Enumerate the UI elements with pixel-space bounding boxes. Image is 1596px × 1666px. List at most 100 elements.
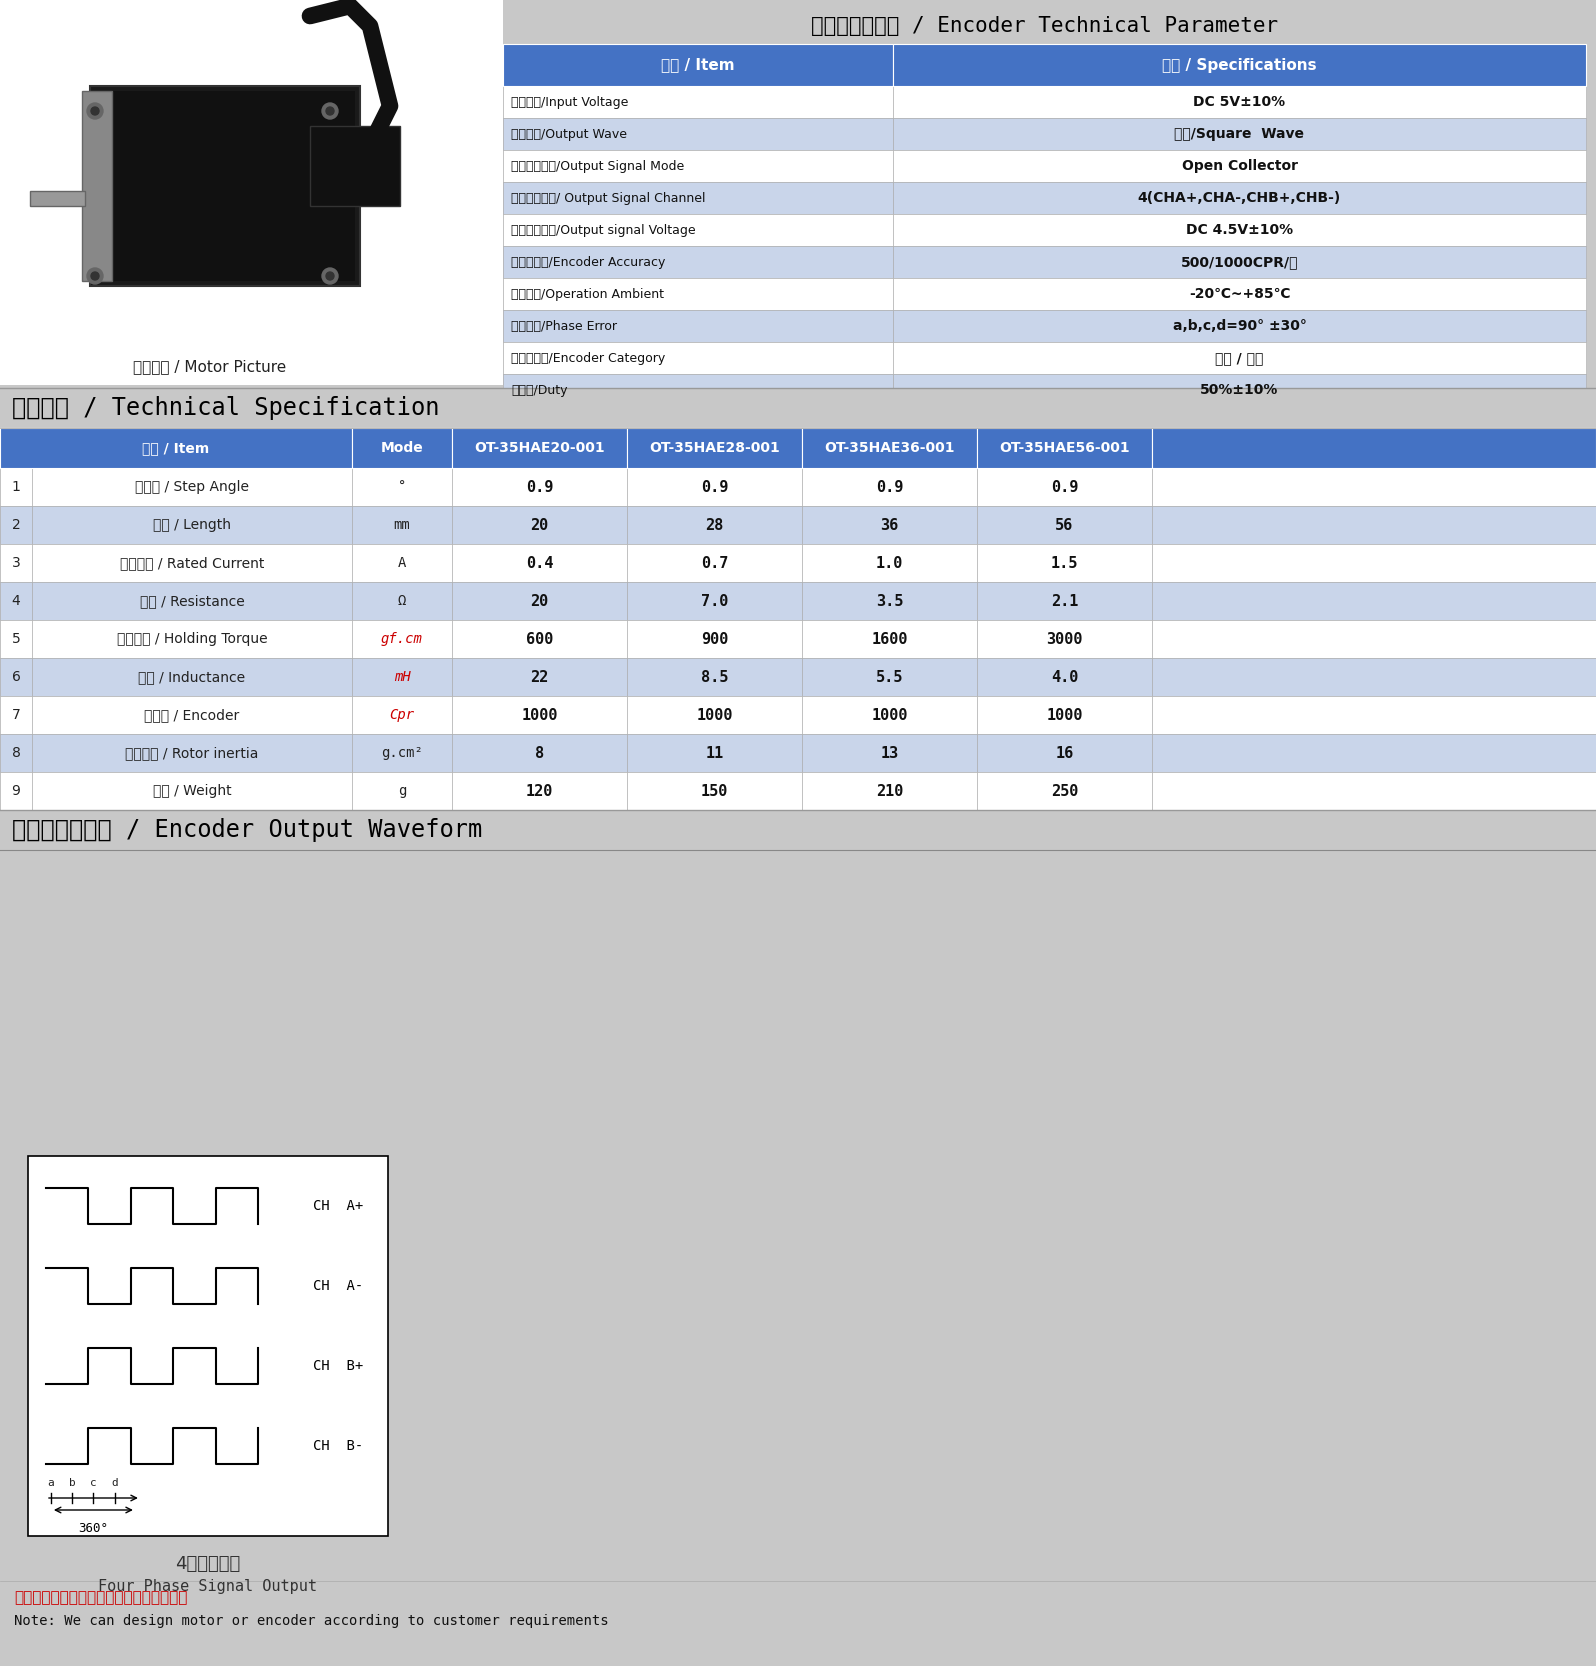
Text: 编码器类别/Encoder Category: 编码器类别/Encoder Category (511, 352, 666, 365)
Bar (977, 735, 1152, 771)
Text: 1000: 1000 (696, 708, 733, 723)
Text: 1000: 1000 (871, 708, 908, 723)
Bar (894, 342, 1586, 373)
Bar (503, 342, 894, 373)
Text: Cpr: Cpr (389, 708, 415, 721)
Text: 注：可根据客户需求进行定制马达或编码器: 注：可根据客户需求进行定制马达或编码器 (14, 1591, 187, 1606)
Bar (310, 127, 401, 207)
Circle shape (88, 103, 104, 118)
Bar (1152, 771, 1596, 810)
Text: 120: 120 (525, 783, 554, 798)
Text: 编码器 / Encoder: 编码器 / Encoder (144, 708, 239, 721)
Bar (353, 545, 452, 581)
Bar (0, 771, 32, 810)
Text: 1600: 1600 (871, 631, 908, 646)
Text: 步距角 / Step Angle: 步距角 / Step Angle (136, 480, 249, 495)
Text: DC 4.5V±10%: DC 4.5V±10% (1186, 223, 1293, 237)
Text: 1.5: 1.5 (1050, 555, 1079, 570)
Text: 电阻 / Resistance: 电阻 / Resistance (139, 595, 244, 608)
Text: 相位误差/Phase Error: 相位误差/Phase Error (511, 320, 618, 333)
Bar (977, 506, 1152, 545)
Bar (1152, 658, 1596, 696)
Text: DC 5V±10%: DC 5V±10% (1194, 95, 1285, 108)
Bar (1152, 545, 1596, 581)
Text: 占空比/Duty: 占空比/Duty (511, 383, 568, 397)
Text: 6: 6 (11, 670, 21, 685)
Text: 技术规格 / Technical Specification: 技术规格 / Technical Specification (13, 397, 439, 420)
Bar (627, 658, 803, 696)
Bar (353, 428, 452, 468)
Bar (452, 506, 627, 545)
Bar (803, 545, 977, 581)
Text: mH: mH (394, 670, 410, 685)
Bar (503, 0, 1596, 385)
Text: 转动惯量 / Rotor inertia: 转动惯量 / Rotor inertia (126, 746, 259, 760)
Bar (503, 87, 894, 118)
Text: 4相信号输出: 4相信号输出 (176, 1554, 241, 1573)
Bar (627, 506, 803, 545)
Bar (32, 658, 353, 696)
Text: °: ° (397, 480, 407, 495)
Text: CH  B-: CH B- (313, 1439, 364, 1453)
Text: OT-35HAE28-001: OT-35HAE28-001 (650, 441, 780, 455)
Text: 9: 9 (11, 785, 21, 798)
Bar (803, 428, 977, 468)
Text: c: c (89, 1478, 97, 1488)
Bar (0, 620, 32, 658)
Text: -20℃~+85℃: -20℃~+85℃ (1189, 287, 1290, 302)
Text: d: d (112, 1478, 118, 1488)
Bar (977, 581, 1152, 620)
Bar (1152, 506, 1596, 545)
Circle shape (322, 103, 338, 118)
Text: gf.cm: gf.cm (381, 631, 423, 646)
Bar (32, 696, 353, 735)
Bar (977, 620, 1152, 658)
Text: 输出信号方式/Output Signal Mode: 输出信号方式/Output Signal Mode (511, 160, 685, 173)
Text: 项目 / Item: 项目 / Item (661, 58, 734, 73)
Bar (0, 545, 32, 581)
Text: 8.5: 8.5 (701, 670, 728, 685)
Bar (627, 468, 803, 506)
Bar (353, 771, 452, 810)
Bar (627, 735, 803, 771)
Text: 600: 600 (525, 631, 554, 646)
Bar (894, 43, 1586, 87)
Bar (803, 506, 977, 545)
Bar (0, 0, 503, 385)
Text: 3: 3 (11, 556, 21, 570)
Text: 3.5: 3.5 (876, 593, 903, 608)
Bar (977, 468, 1152, 506)
Bar (452, 620, 627, 658)
Bar (32, 581, 353, 620)
Text: 编码器精度/Encoder Accuracy: 编码器精度/Encoder Accuracy (511, 255, 666, 268)
Text: 输出信号相数/ Output Signal Channel: 输出信号相数/ Output Signal Channel (511, 192, 705, 205)
Bar (32, 620, 353, 658)
Bar (353, 620, 452, 658)
Bar (627, 771, 803, 810)
Bar (503, 150, 894, 182)
Text: 0.7: 0.7 (701, 555, 728, 570)
Bar (894, 87, 1586, 118)
Bar (977, 658, 1152, 696)
Bar (96, 92, 354, 282)
Text: g: g (397, 785, 407, 798)
Bar (803, 658, 977, 696)
Text: 方波/Square  Wave: 方波/Square Wave (1175, 127, 1304, 142)
Text: 8: 8 (11, 746, 21, 760)
Text: 8: 8 (535, 745, 544, 760)
Text: 3000: 3000 (1047, 631, 1082, 646)
Bar (977, 696, 1152, 735)
Bar (0, 696, 32, 735)
Text: 5.5: 5.5 (876, 670, 903, 685)
Bar (32, 735, 353, 771)
Text: 900: 900 (701, 631, 728, 646)
Bar (353, 468, 452, 506)
Bar (803, 468, 977, 506)
Text: 输入电压/Input Voltage: 输入电压/Input Voltage (511, 95, 629, 108)
Bar (1152, 620, 1596, 658)
Bar (81, 92, 112, 282)
Bar (627, 545, 803, 581)
Text: 36: 36 (881, 518, 899, 533)
Circle shape (91, 272, 99, 280)
Bar (503, 118, 894, 150)
